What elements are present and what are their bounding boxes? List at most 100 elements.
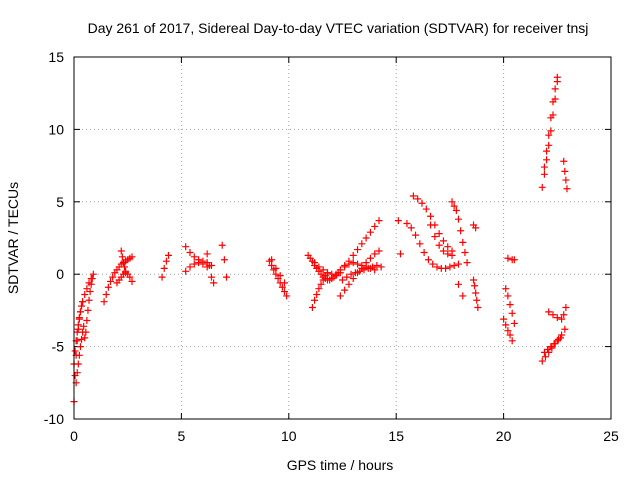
data-point	[429, 260, 437, 268]
data-point	[549, 311, 557, 319]
data-point	[311, 259, 319, 267]
data-point	[457, 227, 465, 235]
data-point	[562, 176, 570, 184]
data-point	[86, 288, 94, 296]
data-point	[76, 343, 84, 351]
data-point	[81, 334, 89, 342]
data-point	[422, 205, 430, 213]
data-point	[412, 231, 420, 239]
data-point	[336, 292, 344, 300]
data-point	[547, 127, 555, 135]
data-point	[349, 251, 357, 259]
data-point	[463, 259, 471, 267]
data-point	[328, 270, 336, 278]
data-point	[362, 263, 370, 271]
series-arc-q	[311, 259, 340, 280]
data-point	[553, 314, 561, 322]
data-point	[510, 319, 518, 327]
data-point	[448, 198, 456, 206]
data-point	[508, 337, 516, 345]
data-point	[207, 273, 215, 281]
data-point	[336, 269, 344, 277]
data-point	[549, 98, 557, 106]
data-point	[311, 296, 319, 304]
series-arc-j	[182, 259, 211, 275]
data-point	[543, 156, 551, 164]
series-arc-g	[117, 247, 130, 275]
data-point	[104, 283, 112, 291]
data-point	[454, 260, 462, 268]
data-point	[562, 304, 570, 312]
data-point	[268, 256, 276, 264]
data-point	[358, 240, 366, 248]
data-point	[420, 248, 428, 256]
series-arc-k	[203, 250, 218, 287]
data-point	[354, 260, 362, 268]
x-tick-label: 5	[178, 428, 186, 444]
data-point	[339, 276, 346, 284]
data-point	[377, 263, 385, 271]
series-arc-b	[70, 298, 87, 368]
data-point	[371, 222, 379, 230]
series-arc-ac	[470, 276, 482, 312]
data-point	[540, 170, 548, 178]
data-point	[471, 282, 479, 290]
data-point	[317, 280, 325, 288]
data-point	[210, 279, 218, 287]
data-point	[454, 215, 462, 223]
data-point	[431, 233, 439, 241]
data-point	[81, 290, 89, 298]
data-point	[89, 270, 97, 278]
data-point	[107, 277, 115, 285]
data-point	[418, 199, 426, 207]
axis-ticks	[73, 56, 612, 420]
data-point	[407, 224, 415, 232]
data-point	[506, 301, 514, 309]
data-point	[313, 290, 321, 298]
y-tick-label: 10	[48, 121, 64, 137]
data-point	[186, 263, 194, 271]
data-point	[396, 250, 404, 258]
data-point	[427, 221, 435, 229]
data-point	[538, 357, 546, 365]
data-point	[560, 157, 568, 165]
grid-lines	[74, 57, 611, 419]
series-arc-x	[409, 192, 456, 255]
data-point	[435, 241, 443, 249]
data-point	[78, 335, 86, 343]
data-point	[375, 217, 383, 225]
data-point	[366, 228, 374, 236]
data-point	[315, 263, 323, 271]
y-tick-label: 5	[56, 194, 64, 210]
data-point	[403, 220, 411, 228]
series-arc-ai	[540, 73, 561, 171]
data-point	[461, 248, 469, 256]
plot-frame	[73, 56, 612, 420]
data-point	[502, 285, 510, 293]
data-point	[454, 280, 462, 288]
data-point	[470, 276, 478, 284]
data-point	[502, 321, 510, 329]
chart-title: Day 261 of 2017, Sidereal Day-to-day VTE…	[88, 20, 589, 36]
data-point	[308, 304, 316, 312]
series-arc-e	[100, 253, 136, 306]
data-point	[444, 243, 452, 251]
data-point	[83, 317, 91, 325]
data-point	[73, 369, 81, 377]
data-point	[122, 267, 130, 275]
series-arc-o	[304, 251, 344, 284]
data-point	[416, 240, 424, 248]
y-axis-title: SDTVAR / TECUs	[5, 182, 21, 294]
data-point	[100, 298, 108, 306]
data-point	[278, 283, 286, 291]
data-point	[182, 267, 190, 275]
data-point	[504, 292, 512, 300]
tick-labels: 0 5 10 15 20 25 -10 -5 0 5 10 15	[44, 49, 619, 444]
data-point	[442, 264, 450, 272]
data-point	[366, 254, 374, 262]
series-arc-aa	[454, 215, 471, 267]
data-point	[444, 250, 452, 258]
data-point	[375, 247, 383, 255]
data-point	[345, 280, 353, 288]
data-point	[472, 224, 480, 232]
